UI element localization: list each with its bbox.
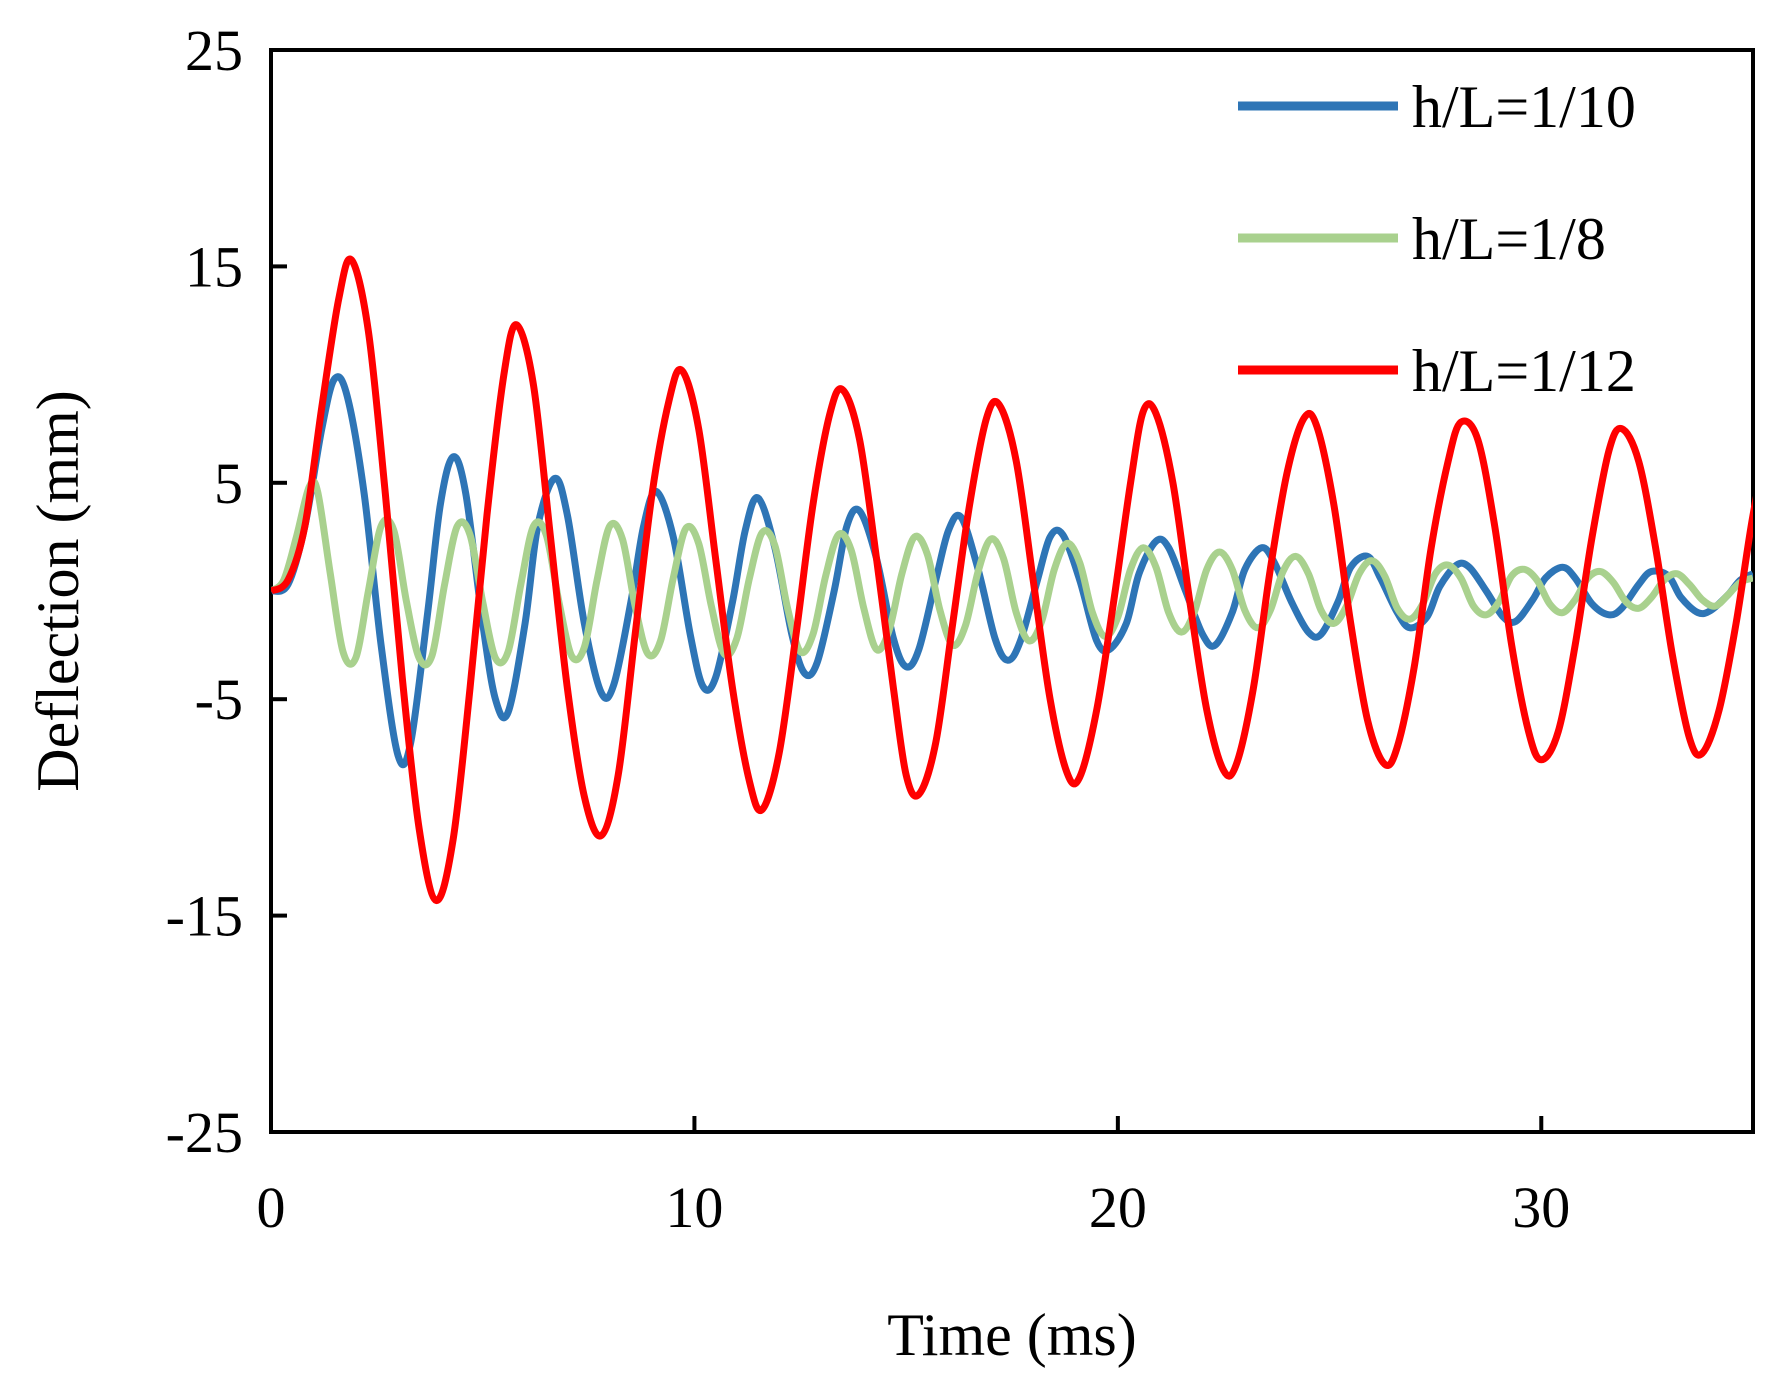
y-tick-label: -15 <box>166 884 243 949</box>
tick-layer: -25 -15 -5 5 15 25 0 10 20 30 <box>166 18 1571 1240</box>
series-layer <box>271 255 1753 904</box>
legend-label-1-8: h/L=1/8 <box>1412 206 1606 272</box>
y-tick-label: 15 <box>185 234 243 299</box>
x-tick-label: 30 <box>1512 1175 1570 1240</box>
y-tick-label: 5 <box>214 451 243 516</box>
x-axis-label: Time (ms) <box>887 1302 1137 1368</box>
legend-label-1-10: h/L=1/10 <box>1412 74 1636 140</box>
x-tick-label: 0 <box>257 1175 286 1240</box>
series-line-h-l-1-12 <box>271 255 1753 904</box>
series-line-h-l-1-8 <box>271 477 1753 669</box>
y-tick-label: 25 <box>185 18 243 83</box>
legend: h/L=1/10 h/L=1/8 h/L=1/12 <box>1238 74 1636 404</box>
legend-label-1-12: h/L=1/12 <box>1412 338 1636 404</box>
y-tick-label: -25 <box>166 1100 243 1165</box>
y-axis-label: Deflection (mm) <box>25 390 91 792</box>
y-tick-label: -5 <box>195 667 243 732</box>
x-tick-label: 10 <box>665 1175 723 1240</box>
x-tick-label: 20 <box>1089 1175 1147 1240</box>
